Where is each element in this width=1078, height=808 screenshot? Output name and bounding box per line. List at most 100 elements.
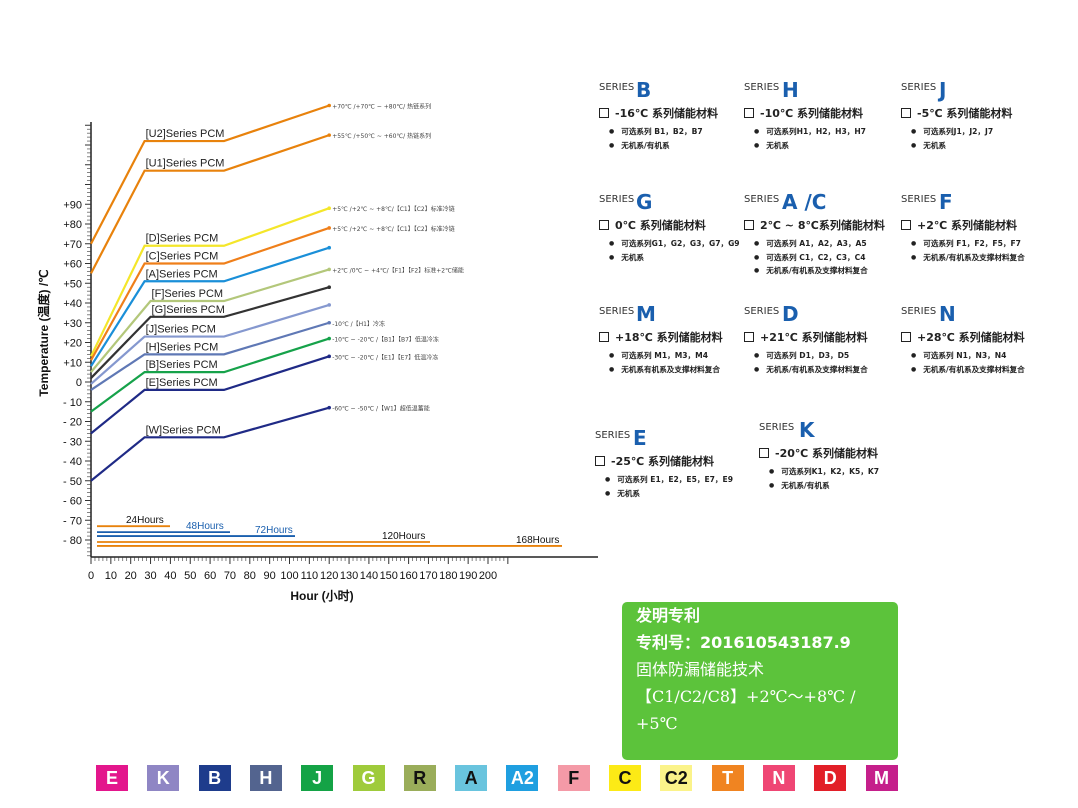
series-option-item: 无机系/有机系及支撑材料复合	[911, 364, 1051, 378]
y-tick-label: - 40	[63, 456, 82, 468]
legend-tile-d: D	[814, 765, 847, 791]
checkbox-square-icon	[599, 332, 609, 342]
series-end-point	[327, 245, 332, 250]
series-label: [G]Series PCM	[152, 304, 225, 316]
series-annotation: +2℃ /0℃ ~ +4℃/【F1】【F2】标准+2℃储能	[332, 266, 464, 274]
checkbox-square-icon	[599, 108, 609, 118]
series-option-item: 可选系列 D1，D3，D5	[754, 350, 894, 364]
chart-series-lines: [U2]Series PCM +70℃ /+70℃ ~ +80℃/ 热链系列 [U1…	[90, 103, 464, 482]
series-option-item: 可选系列 C1，C2，C3，C4	[754, 252, 894, 266]
series-annotation: -10℃ ~ -20℃ /【B1】【B7】低温冷冻	[332, 336, 439, 344]
series-prefix: SERIES	[599, 306, 635, 317]
x-tick-label: 150	[380, 570, 398, 582]
series-option-item: 可选系列H1，H2，H3，H7	[754, 126, 894, 140]
series-options-list: 可选系列 B1，B2，B7无机系/有机系	[609, 126, 749, 153]
series-options-list: 可选系列K1，K2，K5，K7无机系/有机系	[769, 466, 909, 493]
series-label: [F]Series PCM	[152, 288, 224, 300]
series-annotation: -30℃ ~ -20℃ /【E1】【E7】低温冷冻	[332, 353, 438, 361]
checkbox-square-icon	[901, 332, 911, 342]
series-option-item: 可选系列J1，J2，J7	[911, 126, 1051, 140]
series-title: 2℃ ~ 8℃系列储能材料	[744, 217, 894, 233]
series-title-text: -5℃ 系列储能材料	[917, 107, 1013, 120]
checkbox-square-icon	[744, 220, 754, 230]
series-annotation: +5℃ /+2℃ ~ +8℃/【C1】【C2】标准冷链	[332, 225, 455, 233]
series-option-item: 可选系列 E1，E2，E5，E7，E9	[605, 474, 745, 488]
series-options-list: 可选系列 A1，A2，A3，A5可选系列 C1，C2，C3，C4无机系/有机系及…	[754, 238, 894, 279]
series-line	[90, 268, 330, 373]
x-tick-label: 100	[280, 570, 298, 582]
series-option-item: 可选系列 B1，B2，B7	[609, 126, 749, 140]
series-letter: J	[939, 78, 947, 102]
x-tick-label: 200	[479, 570, 497, 582]
legend-tile-e: E	[96, 765, 128, 791]
series-title: -16℃ 系列储能材料	[599, 105, 749, 121]
patent-heading: 发明专利	[636, 606, 701, 625]
x-tick-label: 180	[439, 570, 457, 582]
series-option-item: 无机系/有机系	[769, 480, 909, 494]
legend-tile-a: A	[455, 765, 488, 791]
series-card-header: SERIES J	[901, 78, 1051, 102]
legend-tile-c: C	[609, 765, 641, 791]
series-card-header: SERIES B	[599, 78, 749, 102]
legend-tile-b: B	[198, 765, 231, 791]
x-tick-label: 60	[204, 570, 216, 582]
y-tick-label: +50	[63, 278, 82, 290]
x-tick-label: 130	[340, 570, 358, 582]
y-tick-label: - 80	[63, 535, 82, 547]
series-option-item: 无机系	[754, 140, 894, 154]
series-option-item: 无机系有机系及支撑材料复合	[609, 364, 749, 378]
series-label: [A]Series PCM	[146, 268, 218, 280]
series-options-list: 可选系列 F1，F2，F5，F7无机系/有机系及支撑材料复合	[911, 238, 1051, 265]
series-letter: E	[633, 426, 647, 450]
x-axis-label: Hour (小时)	[290, 588, 353, 603]
series-options-list: 可选系列H1，H2，H3，H7无机系	[754, 126, 894, 153]
x-tick-label: 10	[105, 570, 117, 582]
series-title-text: 0℃ 系列储能材料	[615, 219, 706, 232]
y-tick-label: +30	[63, 318, 82, 330]
series-line	[90, 406, 330, 482]
chart-duration-bars: 24Hours 48Hours 72Hours 120Hours 168Hours	[97, 515, 562, 547]
series-option-item: 无机系	[605, 488, 745, 502]
legend-tile-k: K	[147, 765, 180, 791]
series-option-item: 可选系列G1，G2，G3，G7，G9	[609, 238, 749, 252]
series-line	[90, 246, 330, 367]
series-annotation: -60℃ ~ -50℃ /【W1】超低温蓄能	[332, 405, 430, 413]
series-prefix: SERIES	[759, 422, 795, 433]
y-tick-label: - 70	[63, 515, 82, 527]
series-letter: D	[782, 302, 799, 326]
legend-tile-t: T	[711, 765, 744, 791]
series-line	[90, 104, 330, 245]
series-option-item: 可选系列 A1，A2，A3，A5	[754, 238, 894, 252]
legend-tile-r: R	[403, 765, 436, 791]
series-letter: B	[636, 78, 652, 102]
series-title-text: +21℃ 系列储能材料	[760, 331, 868, 344]
patent-number: 专利号：201610543187.9	[636, 633, 851, 652]
legend-tile-c2: C2	[660, 765, 693, 791]
series-card-header: SERIES H	[744, 78, 894, 102]
patent-info-box: 发明专利 专利号：201610543187.9 固体防漏储能技术 【C1/C2/…	[622, 602, 898, 760]
series-title: +28℃ 系列储能材料	[901, 329, 1051, 345]
series-option-item: 可选系列 M1，M3，M4	[609, 350, 749, 364]
series-end-point	[327, 303, 332, 307]
checkbox-square-icon	[595, 456, 605, 466]
y-tick-label: - 20	[63, 417, 82, 429]
series-line	[90, 226, 330, 361]
series-annotation: -10℃ /【H1】冷冻	[332, 320, 385, 328]
series-end-point	[327, 320, 332, 325]
duration-label: 168Hours	[516, 535, 559, 546]
y-tick-label: +80	[63, 219, 82, 231]
series-label: [U1]Series PCM	[146, 158, 225, 170]
series-prefix: SERIES	[901, 194, 937, 205]
x-tick-label: 50	[184, 570, 196, 582]
series-label: [U2]Series PCM	[146, 128, 225, 140]
series-prefix: SERIES	[599, 82, 635, 93]
checkbox-square-icon	[744, 332, 754, 342]
series-card: SERIES K -20℃ 系列储能材料可选系列K1，K2，K5，K7无机系/有机系	[759, 418, 909, 493]
series-letter: K	[799, 418, 815, 442]
series-options-list: 可选系列G1，G2，G3，G7，G9无机系	[609, 238, 749, 265]
